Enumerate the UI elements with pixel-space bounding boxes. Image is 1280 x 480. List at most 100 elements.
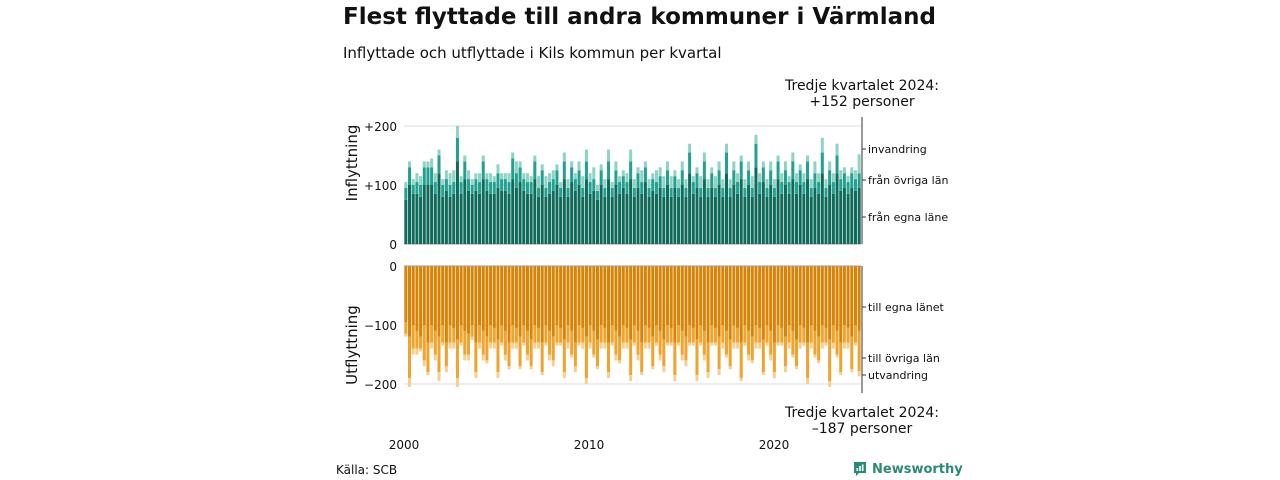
- bottom-bar-segment: [422, 360, 426, 367]
- bottom-bar-segment: [422, 325, 426, 361]
- top-bar-segment: [496, 173, 500, 188]
- top-bar-segment: [765, 187, 769, 197]
- bottom-bar-segment: [507, 366, 511, 370]
- top-bar-segment: [525, 182, 529, 194]
- top-bar-segment: [555, 170, 559, 185]
- top-bar-segment: [629, 149, 633, 162]
- bottom-annotation-line1: Tredje kvartalet 2024:: [784, 405, 939, 421]
- top-bar-segment: [839, 179, 843, 191]
- top-bar-segment: [478, 182, 482, 194]
- top-bar-segment: [640, 170, 644, 183]
- top-bar-segment: [831, 182, 835, 194]
- top-bar-segment: [481, 155, 485, 162]
- bottom-bar-segment: [503, 330, 507, 355]
- top-bar-segment: [592, 190, 596, 244]
- top-bar-segment: [846, 182, 850, 194]
- bottom-bar-segment: [500, 266, 504, 325]
- top-bar-segment: [846, 176, 850, 183]
- top-bar-segment: [452, 193, 456, 244]
- bottom-bar-segment: [448, 266, 452, 325]
- bottom-bar-segment: [691, 327, 695, 343]
- top-bar-segment: [426, 167, 430, 185]
- bottom-bar-segment: [566, 342, 570, 349]
- bottom-bar-segment: [640, 266, 644, 343]
- bottom-bar-segment: [699, 266, 703, 325]
- bottom-bar-segment: [485, 360, 489, 364]
- top-bar-segment: [548, 193, 552, 244]
- top-bar-segment: [724, 173, 728, 244]
- bottom-bar-segment: [441, 325, 445, 343]
- bottom-bar-segment: [599, 325, 603, 343]
- top-bar-segment: [562, 179, 566, 244]
- top-bar-segment: [662, 187, 666, 197]
- bottom-bar-segment: [754, 266, 758, 325]
- top-bar-segment: [559, 182, 563, 188]
- bottom-bar-segment: [721, 266, 725, 325]
- bottom-bar-segment: [555, 266, 559, 325]
- top-bar-segment: [721, 196, 725, 244]
- top-bar-segment: [433, 182, 437, 194]
- top-bar-segment: [824, 187, 828, 197]
- bottom-bar-segment: [673, 375, 677, 382]
- bottom-bar-segment: [463, 354, 467, 361]
- bottom-bar-segment: [566, 266, 570, 325]
- top-bar-segment: [710, 187, 714, 244]
- top-bar-segment: [533, 155, 537, 162]
- bottom-bar-segment: [824, 266, 828, 328]
- bottom-series-label: till egna länet: [868, 301, 944, 314]
- top-bar-segment: [422, 167, 426, 185]
- top-bar-segment: [537, 187, 541, 197]
- top-bar-segment: [544, 196, 548, 244]
- top-bar-segment: [677, 179, 681, 188]
- top-bar-segment: [492, 193, 496, 244]
- top-bar-segment: [636, 167, 640, 174]
- top-bar-segment: [437, 155, 441, 174]
- top-bar-segment: [529, 193, 533, 244]
- bottom-bar-segment: [684, 336, 688, 361]
- top-bar-segment: [688, 152, 692, 174]
- bottom-bar-segment: [846, 342, 850, 349]
- bottom-bar-segment: [817, 360, 821, 364]
- top-bar-segment: [699, 176, 703, 188]
- bottom-bar-segment: [850, 369, 854, 373]
- bottom-bar-segment: [625, 327, 629, 343]
- top-bar-segment: [415, 173, 419, 183]
- top-bar-segment: [566, 196, 570, 244]
- top-bar-segment: [758, 173, 762, 183]
- top-bar-segment: [636, 187, 640, 244]
- bottom-bar-segment: [658, 330, 662, 355]
- bottom-bar-segment: [607, 342, 611, 373]
- top-bar-segment: [750, 187, 754, 197]
- top-bar-segment: [529, 182, 533, 194]
- top-bar-segment: [618, 182, 622, 194]
- top-bar-segment: [846, 193, 850, 244]
- top-bar-segment: [610, 187, 614, 197]
- top-bar-segment: [621, 176, 625, 188]
- bottom-bar-segment: [614, 330, 618, 355]
- newsworthy-icon: [854, 462, 866, 476]
- top-bar-segment: [474, 179, 478, 191]
- bottom-bar-segment: [702, 330, 706, 355]
- brand-name: Newsworthy: [872, 461, 963, 477]
- top-bar-segment: [802, 182, 806, 194]
- bottom-bar-segment: [666, 325, 670, 343]
- top-bar-segment: [607, 149, 611, 162]
- top-bar-segment: [736, 193, 740, 244]
- bottom-bar-segment: [570, 354, 574, 358]
- top-bar-segment: [588, 193, 592, 244]
- top-bar-segment: [758, 193, 762, 244]
- top-bar-segment: [522, 190, 526, 244]
- bottom-bar-segment: [481, 330, 485, 355]
- bottom-bar-segment: [466, 333, 470, 355]
- bottom-bar-segment: [603, 266, 607, 328]
- bottom-bar-segment: [489, 342, 493, 349]
- top-bar-segment: [507, 193, 511, 244]
- bottom-bar-segment: [850, 336, 854, 370]
- top-bar-segment: [710, 173, 714, 188]
- bottom-bar-segment: [607, 266, 611, 343]
- bottom-bar-segment: [430, 325, 434, 343]
- bottom-bar-segment: [588, 325, 592, 343]
- bottom-bar-segment: [625, 266, 629, 328]
- bottom-bar-segment: [820, 266, 824, 325]
- top-bar-segment: [444, 170, 448, 180]
